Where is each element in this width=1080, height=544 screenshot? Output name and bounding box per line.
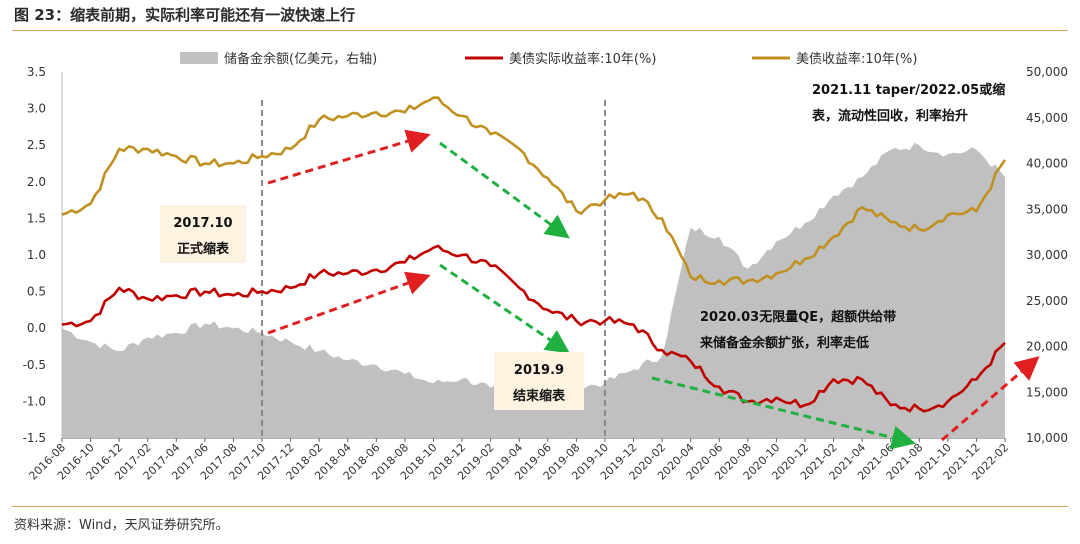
y-right-tick-label: 25,000 <box>1026 294 1068 308</box>
series-real-yield-line <box>61 244 1006 413</box>
legend-label: 储备金余额(亿美元，右轴) <box>224 51 377 67</box>
legend-label: 美债实际收益率:10年(%) <box>509 51 656 67</box>
y-left-tick-label: -1.0 <box>23 394 46 408</box>
arrow-up-real <box>267 271 431 335</box>
y-left-tick-label: -0.5 <box>23 358 46 372</box>
legend-swatch-reserve <box>180 52 218 64</box>
y-left-tick-label: 0.0 <box>27 321 46 335</box>
y-right-tick-label: 30,000 <box>1026 248 1068 262</box>
y-right-tick-label: 15,000 <box>1026 385 1068 399</box>
note-2017-10-text: 正式缩表 <box>177 241 230 257</box>
y-right-tick-label: 45,000 <box>1026 111 1068 125</box>
y-left-tick-label: 0.5 <box>27 285 46 299</box>
arrow-down-real <box>439 263 570 354</box>
y-left-tick-label: 3.5 <box>27 65 46 79</box>
legend-label: 美债收益率:10年(%) <box>796 51 917 67</box>
y-right-tick-label: 10,000 <box>1026 431 1068 445</box>
arrow-up-2022 <box>941 356 1040 442</box>
y-left-tick-label: 2.0 <box>27 175 46 189</box>
y-right-tick-label: 20,000 <box>1026 340 1068 354</box>
note-2017-10-text: 2017.10 <box>173 216 232 231</box>
figure-title: 图 23：缩表前期，实际利率可能还有一波快速上行 <box>14 6 356 24</box>
y-right-tick-label: 40,000 <box>1026 157 1068 171</box>
y-right-tick-label: 35,000 <box>1026 202 1068 216</box>
note-2019-9-text: 2019.9 <box>514 363 564 378</box>
y-left-tick-label: 3.0 <box>27 102 46 116</box>
arrow-up-nominal <box>267 129 431 185</box>
chart: 3.5 3.0 2.5 2.0 1.5 1.0 0.5 0.0 -0.5 -1.0 -1.5 50,0… <box>23 51 1068 483</box>
y-left-tick-label: 1.5 <box>27 211 46 225</box>
footer-divider <box>12 506 1068 507</box>
series-reserve-area <box>62 142 1005 439</box>
y-left-tick-label: -1.5 <box>23 431 46 445</box>
note-taper-text: 2021.11 taper/2022.05或缩 <box>812 82 1005 98</box>
note-qe-text: 2020.03无限量QE，超额供给带 <box>700 309 896 325</box>
title-divider <box>12 30 1068 31</box>
source-note: 资料来源：Wind，天风证券研究所。 <box>14 518 229 533</box>
y-left-tick-label: 1.0 <box>27 248 46 262</box>
note-2019-9-text: 结束缩表 <box>513 388 566 404</box>
arrow-down-nominal <box>439 141 570 239</box>
y-left-tick-label: 2.5 <box>27 138 46 152</box>
note-taper-text: 表，流动性回收，利率抬升 <box>811 108 968 124</box>
series-nominal-yield-line <box>61 96 1007 287</box>
note-qe-text: 来储备金余额扩张，利率走低 <box>699 335 869 351</box>
arrow-down-2020 <box>651 376 916 450</box>
note-2019-9-box <box>494 352 584 410</box>
y-right-tick-label: 50,000 <box>1026 65 1068 79</box>
note-2017-10-box <box>160 205 246 263</box>
